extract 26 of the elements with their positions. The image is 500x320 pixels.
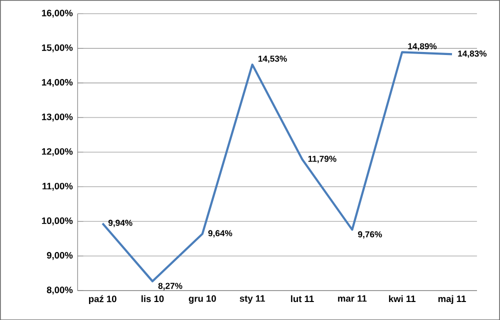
data-label: 8,27% bbox=[158, 282, 182, 290]
data-label: 11,79% bbox=[308, 156, 336, 163]
y-tick-label: 8,00% bbox=[46, 286, 73, 294]
y-tick-label: 13,00% bbox=[42, 113, 73, 122]
x-tick-label: lis 10 bbox=[142, 295, 164, 302]
x-tick-label: mar 11 bbox=[338, 295, 367, 302]
data-label: 14,89% bbox=[408, 43, 437, 50]
x-tick-label: kwi 11 bbox=[389, 295, 416, 302]
data-label: 9,64% bbox=[208, 230, 232, 238]
data-label: 9,94% bbox=[108, 220, 132, 227]
line-series bbox=[102, 50, 454, 282]
y-tick-label: 11,00% bbox=[42, 182, 73, 191]
data-label: 9,76% bbox=[358, 231, 382, 238]
x-tick-label: lut 11 bbox=[291, 295, 314, 302]
y-tick-label: 9,00% bbox=[46, 252, 73, 260]
x-tick-label: paź 10 bbox=[88, 295, 116, 304]
y-tick-label: 10,00% bbox=[42, 217, 73, 226]
y-tick-label: 12,00% bbox=[42, 148, 73, 156]
y-tick-label: 14,00% bbox=[42, 78, 73, 87]
y-tick-label: 16,00% bbox=[42, 10, 73, 18]
y-tick-label: 15,00% bbox=[42, 44, 73, 52]
x-tick-label: maj 11 bbox=[438, 295, 466, 304]
x-tick-label: gru 10 bbox=[188, 295, 216, 304]
data-label: 14,83% bbox=[458, 50, 487, 58]
data-label: 14,53% bbox=[258, 56, 287, 63]
x-tick-label: sty 11 bbox=[240, 295, 265, 304]
